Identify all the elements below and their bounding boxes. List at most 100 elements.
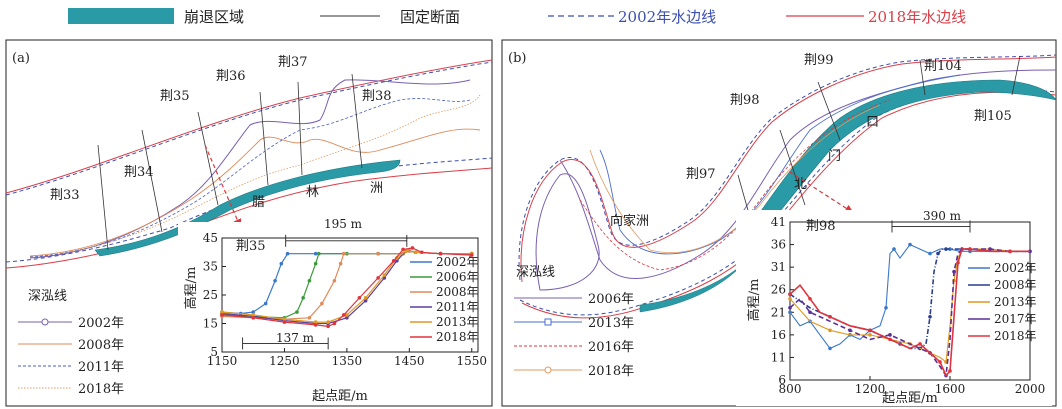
inset-a-point-2013-6 [364,296,368,300]
inset-a-xtick-label-2: 1350 [332,354,363,368]
panel-b-tag: (b) [508,51,526,66]
inset-a-point-2008-4 [320,302,324,306]
inset-a-ytick-label-0: 45 [203,231,218,245]
place-lin: 林 [306,185,319,200]
place-bei: 北 [794,177,807,192]
inset-a-point-2006-4 [301,296,305,300]
inset-b-point-2008-10 [928,315,932,319]
place-la: 腊 [252,195,265,210]
panel-a-tag: (a) [12,51,30,66]
inset-b-ytick-label-4: 21 [771,305,786,319]
panel-a: (a) 荆33 荆34 荆35 荆36 荆37 荆38 [6,40,492,406]
inset-a-point-2008-8 [376,252,380,256]
inset-b-section-label: 荆98 [806,218,836,234]
inset-b-point-2002-16 [928,252,932,256]
inset-b-ytick-label-1: 36 [771,238,786,252]
inset-b-point-2017-0 [788,306,792,310]
inset-a-xlabel: 起点距/m [312,389,368,404]
inset-b-ytick-label-0: 41 [771,215,786,229]
inset-a-point-2013-10 [414,250,418,254]
label-jing99: 荆99 [804,52,834,68]
inset-b-ytick-label-5: 16 [771,328,786,342]
inset-a-point-2018-6 [342,313,346,317]
label-jing104: 荆104 [924,58,962,74]
inset-b-point-2008-12 [936,252,940,256]
inset-b-point-2018-20 [1008,250,1012,254]
inset-a-ylabel: 高程/m [183,267,199,310]
section-jing36 [260,92,268,185]
inset-a-legend-label-2002: 2002年 [436,255,479,269]
inset-b-legend-label-2018: 2018年 [994,329,1037,343]
inset-b-point-2013-4 [868,333,872,337]
inset-b-ytick-label-2: 31 [771,260,786,274]
inset-a-point-2002-7 [314,252,318,256]
thalweg-legend-a-2002: 2002年 [78,316,124,331]
thalweg-legend-a: 深泓线 2002年 2008年 2011年 2018年 [18,289,124,397]
inset-b-point-2018-0 [788,292,792,296]
inset-b-point-2002-4 [828,347,832,351]
thalweg-legend-a-title: 深泓线 [28,289,67,304]
inset-a-point-2018-14 [470,253,474,257]
inset-a-legend-label-2013: 2013年 [436,315,479,329]
inset-b-xtick-label-2: 1600 [935,382,966,396]
inset-b-point-2017-2 [808,310,812,314]
inset-b-point-2018-4 [828,315,832,319]
inset-a-point-2002-6 [286,252,290,256]
inset-a-xtick-label-4: 1550 [456,354,487,368]
inset-b-ylabel: 高程/m [746,279,762,322]
inset-b-point-2017-12 [952,270,956,274]
inset-a-point-2013-4 [326,320,330,324]
thalweg-legend-a-2002-marker [42,319,48,325]
inset-a-point-2006-3 [295,310,299,314]
inset-b-point-2018-16 [956,261,960,265]
inset-b-ytick-label-3: 26 [771,283,786,297]
inset-a-bottom-dim: 137 m [276,331,315,345]
inset-a-point-2008-7 [342,252,346,256]
thalweg-legend-b: 深泓线 2006年 2013年 2016年 2018年 [514,265,634,379]
inset-b-ytick-label-6: 11 [771,350,786,364]
place-kou: 口 [866,115,879,130]
inset-a-xtick-label-3: 1450 [394,354,425,368]
inset-a-point-2018-13 [439,252,443,256]
inset-b-point-2018-8 [888,338,892,342]
inset-a-point-2018-7 [358,296,362,300]
inset-b-point-2018-10 [918,342,922,346]
legend-wl2002-label: 2002年水边线 [618,8,716,26]
inset-b-point-2017-6 [888,333,892,337]
thalweg-legend-a-2018: 2018年 [78,382,124,397]
thalweg-legend-b-title: 深泓线 [516,265,555,280]
inset-b-xtick-label-3: 2000 [1015,382,1046,396]
section-jing38 [352,74,362,168]
inset-a-ytick-label-1: 35 [203,260,218,274]
section-jing37 [298,82,302,175]
thalweg-legend-b-2006: 2006年 [588,292,634,307]
thalweg-legend-a-2011: 2011年 [78,360,124,375]
label-jing33: 荆33 [50,187,80,203]
thalweg-legend-a-2008: 2008年 [78,338,124,353]
inset-b-point-2018-14 [948,369,952,373]
legend-erosion-swatch [68,8,174,24]
label-jing105: 荆105 [974,108,1012,124]
inset-b-legend-label-2013: 2013年 [994,295,1037,309]
inset-a-legend-label-2018: 2018年 [436,330,479,344]
thalweg-legend-b-2013: 2013年 [588,316,634,331]
legend-wl2018-label: 2018年水边线 [868,8,966,26]
inset-b-point-2017-16 [988,247,992,251]
inset-b-point-2013-0 [788,297,792,301]
left-bank-2002 [6,62,492,195]
inset-a-point-2018-9 [392,259,396,263]
inset-a-point-2018-2 [283,320,287,324]
inset-a-ytick-label-2: 25 [203,288,218,302]
thalweg-legend-b-2013-marker [545,319,551,325]
inset-b-point-2018-18 [968,247,972,251]
inset-a-point-2006-5 [308,279,312,283]
label-jing36: 荆36 [216,68,246,84]
inset-a-point-2018-4 [326,325,330,329]
label-jing38: 荆38 [362,88,392,104]
inset-a-point-2018-12 [420,250,424,254]
inset-b-point-2018-2 [808,297,812,301]
inset-a-section-label: 荆35 [236,238,266,254]
inset-b-xtick-label-1: 1200 [855,382,886,396]
inset-b-point-2002-12 [892,247,896,251]
inset-a-point-2002-5 [280,262,284,266]
